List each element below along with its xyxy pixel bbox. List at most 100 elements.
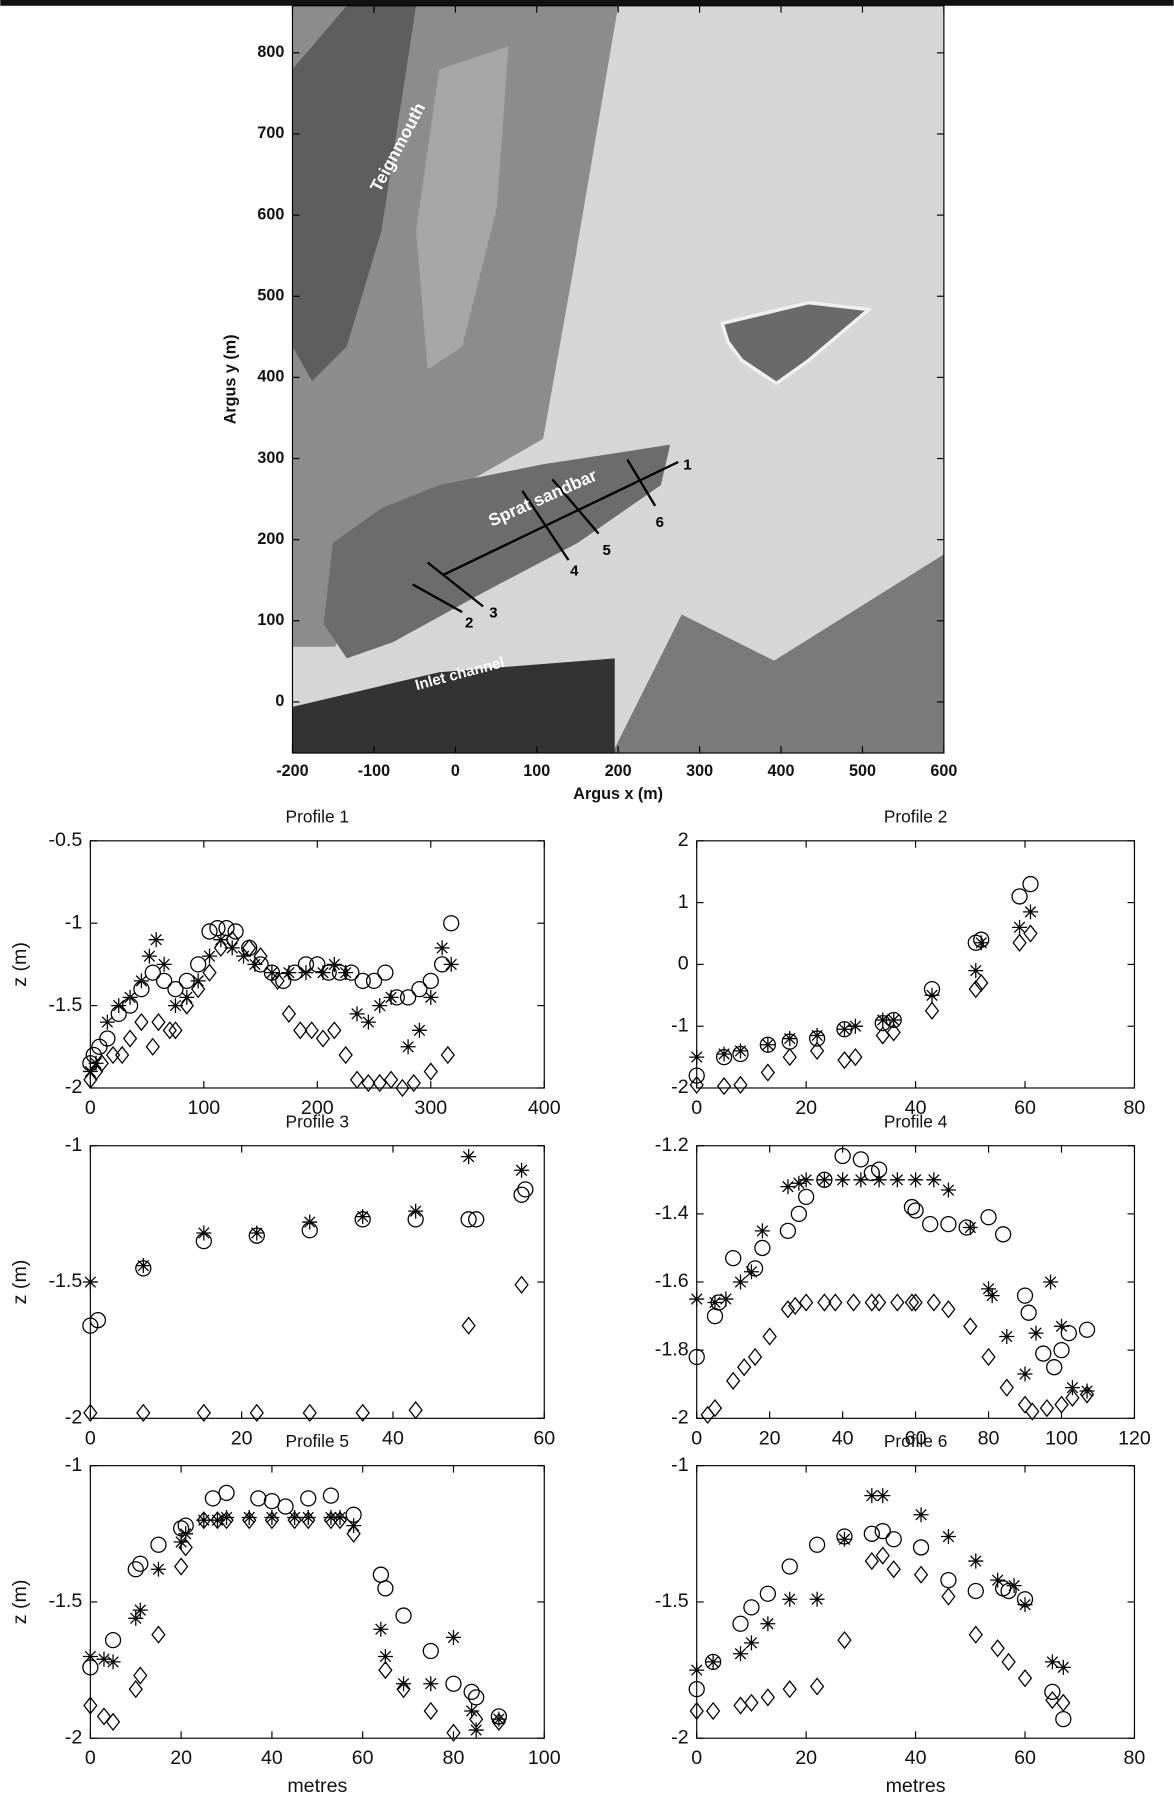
star-marker <box>1064 1380 1080 1396</box>
axes-frame <box>89 840 545 1089</box>
star-marker <box>847 1018 863 1034</box>
star-marker <box>202 948 218 964</box>
y-tick-label: -2 <box>65 1406 82 1428</box>
chart-title: Profile 2 <box>884 806 948 826</box>
diamond-marker <box>179 996 194 1015</box>
x-tick-label: 60 <box>352 1747 374 1769</box>
circle-marker <box>399 989 417 1006</box>
diamond-marker <box>990 1639 1005 1658</box>
star-marker <box>743 1635 759 1651</box>
x-tick-label: 600 <box>930 762 957 780</box>
diamond-marker <box>372 1073 387 1093</box>
diamond-marker <box>361 1073 376 1093</box>
circle-marker <box>790 1205 808 1223</box>
star-marker <box>1055 1659 1071 1675</box>
circle-marker <box>150 1536 167 1553</box>
diamond-marker <box>151 1625 166 1644</box>
diamond-marker <box>168 1021 183 1040</box>
x-tick-label: 20 <box>795 1747 817 1769</box>
star-marker <box>241 1509 257 1525</box>
circle-marker <box>1016 1287 1034 1304</box>
star-marker <box>809 1027 825 1043</box>
diamond-marker <box>293 1021 308 1040</box>
diamond-marker <box>469 1710 484 1729</box>
profile-panel: Profile 1 0 100 200 300 400 -2 -1.5 -1 -0.5 z (m) <box>9 806 560 1119</box>
star-marker <box>167 998 183 1014</box>
diamond-marker <box>395 1078 410 1098</box>
circle-marker <box>513 1186 530 1203</box>
series <box>700 1293 1095 1425</box>
star-marker <box>247 956 263 972</box>
x-tick-label: 60 <box>905 1427 927 1449</box>
diamond-marker <box>327 1021 342 1040</box>
star-marker <box>984 1288 1000 1304</box>
circle-marker <box>463 1683 480 1701</box>
diamond-marker <box>338 1045 353 1065</box>
y-tick-label: -1 <box>671 1454 688 1476</box>
map-annotation: 1 <box>683 456 691 473</box>
x-axis-label: Argus x (m) <box>573 785 663 803</box>
diamond-marker <box>762 1327 777 1346</box>
star-marker <box>1022 904 1039 920</box>
x-tick-label: 80 <box>443 1747 465 1769</box>
star-marker <box>968 963 984 979</box>
star-marker <box>423 1676 439 1692</box>
star-marker <box>196 1225 212 1241</box>
x-axis-label: metres <box>886 1775 946 1797</box>
y-tick-label: -2 <box>671 1076 688 1098</box>
circle-marker <box>1035 1345 1052 1362</box>
star-marker <box>411 1022 427 1038</box>
circle-marker <box>834 1147 851 1165</box>
plot-area <box>696 840 1135 1088</box>
x-tick-label: -100 <box>358 762 390 780</box>
y-tick-label: 200 <box>257 530 284 548</box>
circle-marker <box>99 1030 116 1047</box>
star-marker <box>732 1274 749 1290</box>
star-marker <box>315 965 331 981</box>
diamond-marker <box>514 1275 529 1294</box>
y-tick-label: -1 <box>65 911 82 933</box>
diamond-marker <box>1054 1395 1069 1414</box>
diamond-marker <box>999 1378 1014 1397</box>
diamond-marker <box>913 1565 929 1584</box>
diamond-marker <box>707 1398 723 1418</box>
star-marker <box>338 965 354 981</box>
diamond-marker <box>408 1401 423 1420</box>
star-marker <box>464 1703 480 1719</box>
star-marker <box>875 1012 891 1028</box>
series <box>688 1147 1096 1376</box>
star-marker <box>716 1046 732 1062</box>
star-marker <box>360 1014 376 1030</box>
x-tick-label: 500 <box>849 762 876 780</box>
diamond-marker <box>1039 1398 1055 1418</box>
diamond-marker <box>1001 1652 1016 1672</box>
diamond-marker <box>349 1070 365 1089</box>
diamond-marker <box>788 1296 803 1315</box>
circle-marker <box>144 964 161 981</box>
profile-panel: Profile 5 0 20 40 60 80 100 -2 -1.5 -1 metres z (m) <box>9 1431 560 1797</box>
x-tick-label: 20 <box>759 1427 781 1449</box>
plot-area <box>90 1465 545 1739</box>
circle-marker <box>275 972 292 990</box>
circle-marker <box>132 1555 149 1572</box>
star-marker <box>281 965 297 981</box>
star-marker <box>924 987 940 1003</box>
diamond-marker <box>904 1293 920 1312</box>
star-marker <box>798 1172 814 1188</box>
circle-marker <box>89 1312 107 1329</box>
diamond-marker <box>941 1587 956 1606</box>
series <box>689 1172 1095 1399</box>
star-marker <box>754 1223 770 1239</box>
x-tick-label: 100 <box>528 1747 561 1769</box>
diamond-marker <box>461 1316 476 1335</box>
diamond-marker <box>270 971 285 990</box>
diamond-marker <box>301 1511 316 1530</box>
diamond-marker <box>924 1001 940 1020</box>
star-marker <box>96 1651 112 1667</box>
diamond-marker <box>733 1075 748 1095</box>
circle-marker <box>468 1211 485 1228</box>
circle-marker <box>445 1675 462 1692</box>
y-tick-label: -1 <box>671 1014 688 1036</box>
circle-marker <box>395 1607 412 1624</box>
circle-marker <box>732 1615 749 1632</box>
